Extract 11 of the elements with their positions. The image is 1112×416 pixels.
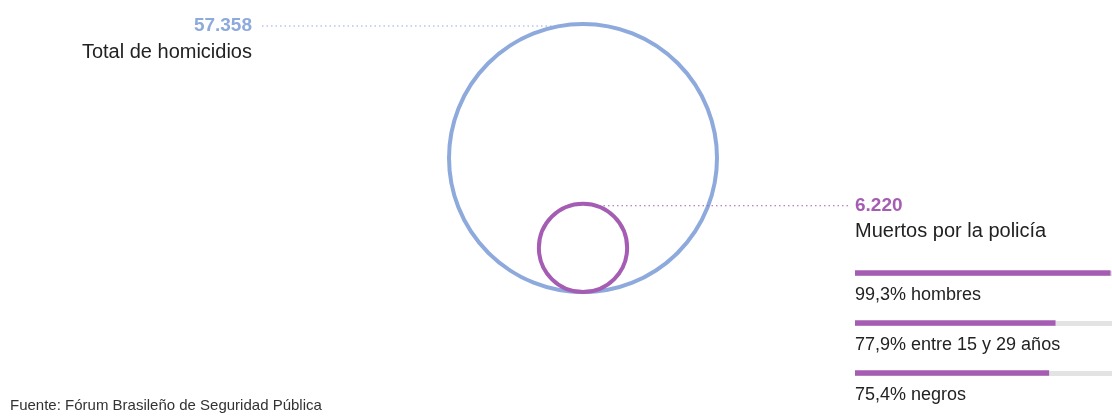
data-label: 75,4%	[855, 383, 907, 404]
data-label: 57.358	[193, 14, 252, 36]
category-label: Total de homicidios	[81, 39, 252, 62]
data-label: 99,3%	[855, 283, 907, 304]
category-label: hombres	[911, 283, 982, 304]
source-note: Fuente: Fórum Brasileño de Seguridad Pública	[10, 396, 322, 413]
data-label: 6.220	[855, 193, 903, 215]
category-label: entre 15 y 29 años	[911, 333, 1061, 354]
category-label: negros	[911, 383, 967, 404]
category-label: Muertos por la policía	[855, 219, 1048, 242]
data-label: 77,9%	[855, 333, 907, 354]
